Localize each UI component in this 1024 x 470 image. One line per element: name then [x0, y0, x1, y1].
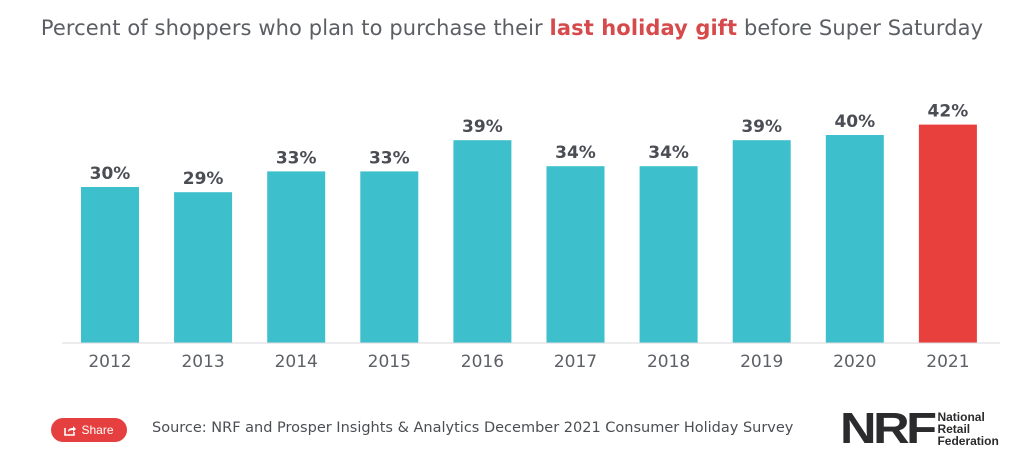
chart-title: Percent of shoppers who plan to purchase…	[0, 16, 1024, 40]
value-label-2014: 33%	[276, 148, 317, 168]
logo-line-1: National	[937, 410, 985, 424]
logo-line-3: Federation	[937, 434, 999, 448]
value-label-2019: 39%	[741, 117, 782, 137]
logo-line-2: Retail	[937, 422, 971, 436]
value-labels-group: 30% 29% 33% 33% 39% 34% 34% 39% 40% 42%	[90, 102, 969, 190]
title-highlight: last holiday gift	[549, 16, 738, 40]
title-suffix: before Super Saturday	[737, 16, 984, 40]
x-tick-label-2015: 2015	[368, 352, 411, 372]
x-tick-label-2013: 2013	[181, 352, 224, 372]
value-label-2015: 33%	[369, 148, 410, 168]
bar-2015	[360, 171, 419, 343]
source-note: Source: NRF and Prosper Insights & Analy…	[152, 420, 794, 436]
bar-2019	[732, 140, 791, 343]
x-tick-label-2012: 2012	[88, 352, 131, 372]
value-label-2013: 29%	[183, 169, 224, 189]
bar-2014	[267, 171, 326, 343]
x-tick-label-2016: 2016	[461, 352, 504, 372]
category-labels-group: 2012 2013 2014 2015 2016 2017 2018 2019 2020 2021	[88, 352, 969, 372]
x-tick-label-2017: 2017	[554, 352, 597, 372]
value-label-2012: 30%	[90, 164, 131, 184]
value-label-2017: 34%	[555, 143, 596, 163]
share-button[interactable]: Share	[51, 418, 127, 442]
x-tick-label-2018: 2018	[647, 352, 690, 372]
logo-mark: NRF	[840, 404, 937, 453]
value-label-2016: 39%	[462, 117, 503, 137]
bars-group	[81, 124, 977, 343]
x-tick-label-2019: 2019	[740, 352, 783, 372]
title-prefix: Percent of shoppers who plan to purchase…	[40, 16, 550, 40]
x-tick-label-2020: 2020	[833, 352, 876, 372]
value-label-2020: 40%	[834, 112, 875, 132]
value-label-2018: 34%	[648, 143, 689, 163]
bar-chart: 30% 29%33% 33%39%34% 34%39% 40%42% 2012 2013 2…	[62, 102, 1000, 372]
logo-text: National Retail Federation	[937, 411, 998, 447]
bar-2018	[639, 166, 698, 343]
x-tick-label-2014: 2014	[275, 352, 318, 372]
share-label: Share	[81, 423, 114, 437]
nrf-logo: NRF National Retail Federation	[840, 404, 999, 453]
value-label-2021: 42%	[928, 102, 969, 122]
bar-2020	[825, 135, 884, 343]
bar-2021	[918, 124, 977, 343]
bar-2012	[81, 187, 139, 343]
bar-2017	[546, 166, 605, 343]
share-icon	[64, 425, 77, 436]
x-tick-label-2021: 2021	[926, 352, 969, 372]
bar-2013	[174, 192, 233, 343]
bar-2016	[453, 140, 512, 343]
